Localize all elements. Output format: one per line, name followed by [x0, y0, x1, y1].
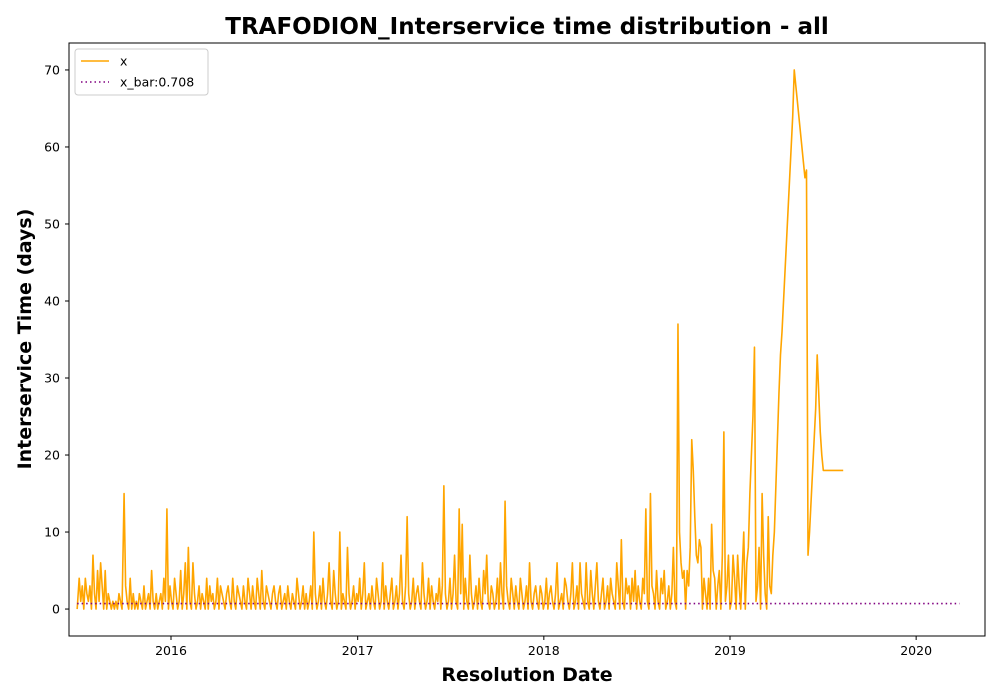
plot-frame: [68, 42, 986, 637]
y-axis-label: Interservice Time (days): [14, 209, 36, 470]
y-tick-label: 50: [44, 216, 60, 231]
y-tick-label: 40: [44, 293, 60, 308]
y-tick-label: 0: [52, 602, 60, 617]
x-tick-label: 2016: [155, 643, 187, 658]
x-tick-label: 2017: [342, 643, 374, 658]
y-tick-label: 10: [44, 525, 60, 540]
y-tick-label: 60: [44, 139, 60, 154]
x-tick-label: 2019: [714, 643, 746, 658]
legend: x x_bar:0.708: [74, 48, 209, 96]
series-line-0: [76, 69, 844, 610]
legend-label-1: x_bar:0.708: [120, 75, 194, 90]
x-axis: 2016 2017 2018 2019 2020: [155, 636, 932, 658]
x-axis-label: Resolution Date: [441, 664, 612, 686]
chart-title: TRAFODION_Interservice time distribution…: [225, 14, 828, 40]
x-tick-label: 2020: [900, 643, 932, 658]
x-tick-label: 2018: [528, 643, 560, 658]
y-tick-label: 30: [44, 371, 60, 386]
y-tick-label: 70: [44, 62, 60, 77]
legend-label-0: x: [120, 54, 127, 69]
y-axis: 0 10 20 30 40 50 60 70: [44, 62, 69, 617]
plot-area: [76, 69, 960, 610]
y-tick-label: 20: [44, 448, 60, 463]
